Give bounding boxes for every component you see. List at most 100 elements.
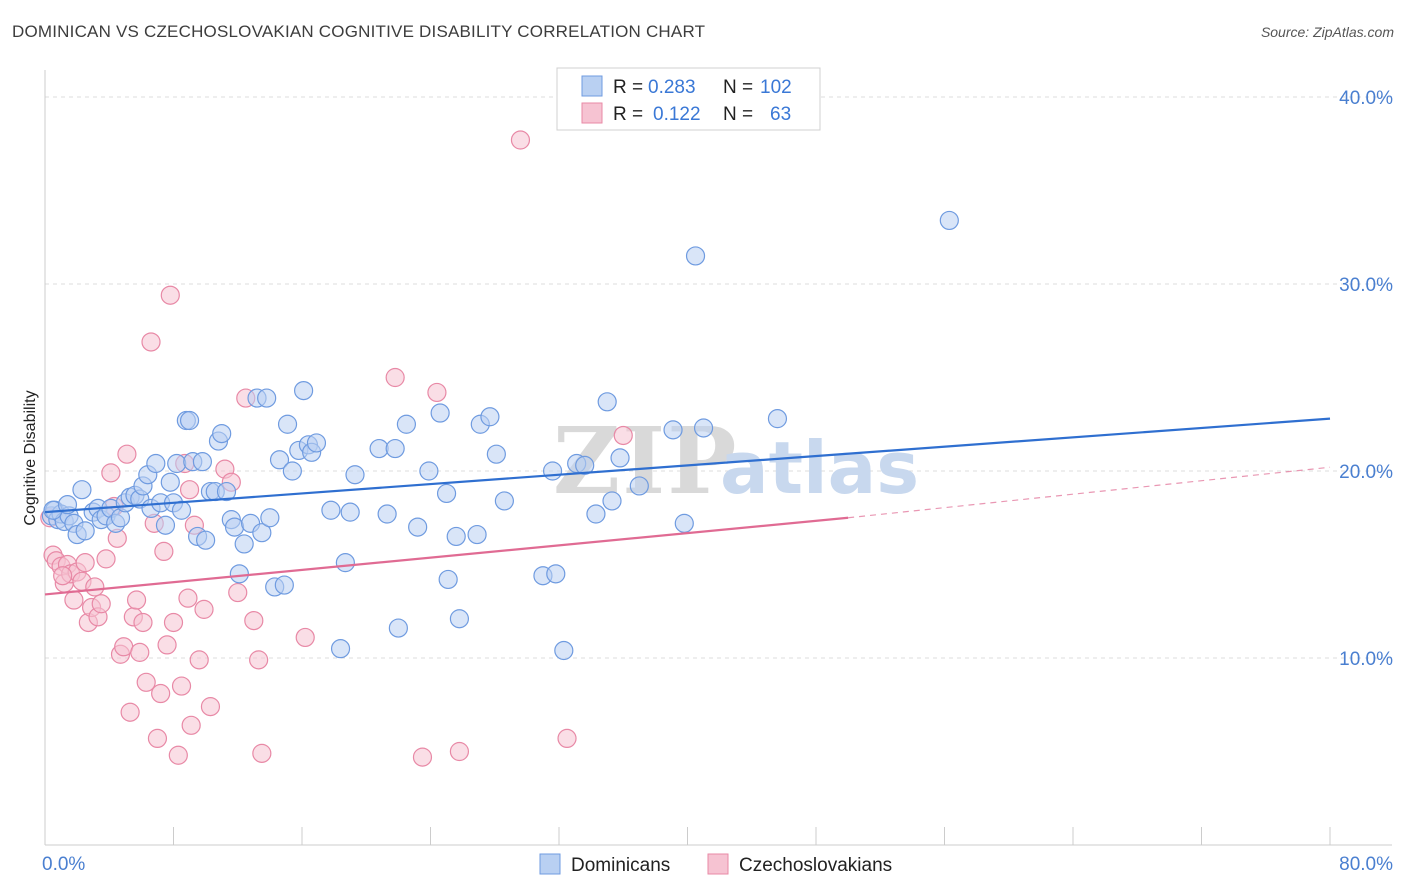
czechoslovakians-point xyxy=(613,425,633,446)
dominicans-point xyxy=(767,409,788,429)
dominicans-point xyxy=(674,513,694,533)
dominicans-point xyxy=(269,450,290,470)
dominicans-point xyxy=(179,410,200,431)
czechoslovakians-point xyxy=(249,650,269,670)
dominicans-point xyxy=(610,448,630,468)
dominicans-point xyxy=(224,517,245,537)
dominicans-point xyxy=(160,472,180,492)
dominicans-point xyxy=(467,524,487,545)
y-tick-label: 10.0% xyxy=(1339,649,1393,670)
axes xyxy=(44,70,1392,846)
dominicans-point xyxy=(939,210,959,231)
legend-r-label-1: R = xyxy=(613,77,643,98)
czechoslovakians-point xyxy=(385,367,405,388)
czechoslovakians-point xyxy=(120,702,140,722)
dominicans-point xyxy=(277,414,298,434)
czechoslovakians-point xyxy=(151,683,171,704)
dominicans-point xyxy=(330,639,351,659)
czechoslovakians-point xyxy=(126,590,147,610)
watermark: ZIP atlas xyxy=(553,407,919,515)
dominicans-point xyxy=(419,461,439,481)
czechoslovakians-point xyxy=(171,676,192,696)
legend-r-value-2: 0.122 xyxy=(653,104,701,125)
czechoslovakians-point xyxy=(427,382,447,403)
series-czechoslovakians-points xyxy=(40,130,633,767)
legend-r-label-2: R = xyxy=(613,104,643,125)
y-tick-labels: 10.0% 20.0% 30.0% 40.0% xyxy=(1339,88,1393,670)
czechoslovakians-point xyxy=(295,627,315,648)
czechoslovakians-point xyxy=(141,332,161,352)
czechoslovakians-point xyxy=(154,541,174,562)
czechoslovakians-point xyxy=(510,130,531,150)
dominicans-point xyxy=(629,476,649,496)
y-tick-label: 40.0% xyxy=(1339,88,1393,109)
czechoslovakians-point xyxy=(412,747,433,767)
dominicans-point xyxy=(212,424,232,444)
y-axis-title: Cognitive Disability xyxy=(22,390,39,525)
dominicans-point xyxy=(146,453,166,474)
chart-title: DOMINICAN VS CZECHOSLOVAKIAN COGNITIVE D… xyxy=(12,22,706,41)
dominicans-point xyxy=(554,640,574,661)
dominicans-point xyxy=(257,388,277,408)
dominicans-point xyxy=(369,438,389,459)
dominicans-point xyxy=(396,414,417,434)
dominicans-point xyxy=(663,420,683,440)
dominicans-point xyxy=(602,491,622,511)
czechoslovakians-point xyxy=(557,728,577,749)
czechoslovakians-point xyxy=(130,642,150,662)
czechoslovakians-point xyxy=(252,743,272,763)
trend-line-czechoslovakians-extension xyxy=(848,466,1331,519)
legend-n-label-1: N = xyxy=(723,77,753,98)
dominicans-point xyxy=(306,433,327,453)
czechoslovakians-point xyxy=(136,672,156,692)
legend-n-value-2: 63 xyxy=(770,104,791,125)
dominicans-point xyxy=(282,461,302,481)
czechoslovakians-point xyxy=(147,728,168,749)
czechoslovakians-point xyxy=(228,582,248,603)
x-tick-label-min: 0.0% xyxy=(42,854,85,875)
dominicans-point xyxy=(586,504,606,524)
dominicans-point xyxy=(430,403,450,423)
dominicans-point xyxy=(321,500,341,520)
dominicans-point xyxy=(685,246,706,266)
dominicans-point xyxy=(294,380,314,401)
dominicans-point xyxy=(693,418,714,438)
legend-n-label-2: N = xyxy=(723,104,753,125)
dominicans-point xyxy=(597,392,617,412)
trend-line-czechoslovakians xyxy=(44,516,849,596)
dominicans-point xyxy=(436,483,457,504)
y-tick-label: 20.0% xyxy=(1339,462,1393,483)
dominicans-point xyxy=(340,502,360,522)
dominicans-point xyxy=(408,517,428,537)
dominicans-point xyxy=(229,564,249,584)
dominicans-point xyxy=(345,465,365,485)
czechoslovakians-point xyxy=(179,480,200,500)
czechoslovakians-point xyxy=(194,599,214,619)
series-legend-swatch-dominicans xyxy=(539,853,561,875)
czechoslovakians-point xyxy=(163,612,184,633)
dominicans-point xyxy=(542,461,563,481)
czechoslovakians-point xyxy=(160,285,180,305)
dominicans-point xyxy=(167,453,187,474)
czechoslovakians-point xyxy=(85,577,105,597)
trend-line-dominicans xyxy=(44,417,1331,514)
dominicans-point xyxy=(75,521,95,541)
czechoslovakians-point xyxy=(53,566,73,586)
czechoslovakians-point xyxy=(157,635,177,655)
czechoslovakians-point xyxy=(133,612,153,633)
dominicans-point xyxy=(446,526,466,547)
dominicans-point xyxy=(575,455,595,475)
dominicans-point xyxy=(449,609,470,629)
czechoslovakians-point xyxy=(168,745,188,765)
czechoslovakians-point xyxy=(178,588,198,608)
source-label: Source: ZipAtlas.com xyxy=(1260,24,1394,40)
czechoslovakians-point xyxy=(181,715,201,735)
dominicans-point xyxy=(252,523,272,543)
dominicans-point xyxy=(377,504,397,524)
dominicans-point xyxy=(234,534,254,554)
watermark-atlas: atlas xyxy=(720,426,919,510)
gridlines xyxy=(45,96,1392,659)
trend-lines xyxy=(44,417,1331,596)
dominicans-point xyxy=(155,515,176,535)
